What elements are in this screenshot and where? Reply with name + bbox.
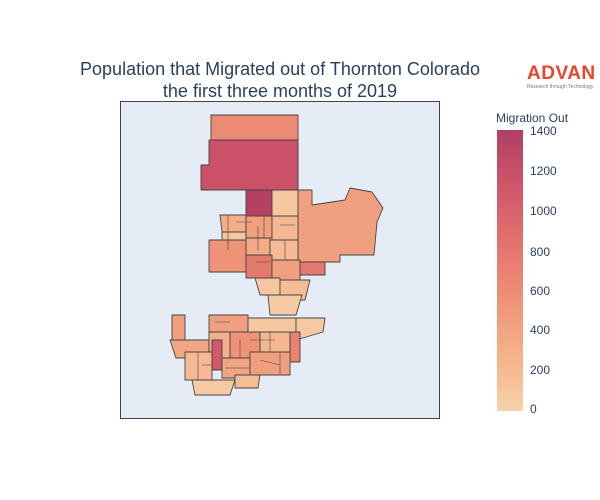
- colorbar-tick-1400: 1400: [530, 124, 557, 138]
- colorbar-tick-400: 400: [530, 323, 551, 337]
- logo-tagline: Research through Technology: [527, 84, 594, 90]
- region: [234, 374, 261, 389]
- region: [184, 351, 213, 381]
- region: [245, 189, 273, 217]
- region: [269, 239, 299, 261]
- region: [254, 277, 281, 296]
- region: [289, 331, 301, 363]
- region-border: [197, 215, 295, 380]
- region: [249, 351, 291, 376]
- region: [259, 331, 291, 353]
- region: [245, 215, 273, 239]
- region: [211, 339, 223, 371]
- colorbar-title: Migration Out: [496, 111, 569, 125]
- colorbar-tick-600: 600: [530, 284, 551, 298]
- colorbar-tick-0: 0: [530, 402, 537, 416]
- region: [191, 379, 236, 396]
- title-line-1: Population that Migrated out of Thornton…: [80, 59, 480, 79]
- region: [297, 261, 326, 276]
- colorbar-tick-800: 800: [530, 245, 551, 259]
- logo-text: ADVAN: [527, 63, 596, 84]
- region: [271, 215, 299, 241]
- colorbar-tick-1200: 1200: [530, 164, 557, 178]
- region: [219, 214, 247, 233]
- colorbar: [497, 130, 523, 411]
- region: [271, 189, 299, 217]
- colorbar-tick-200: 200: [530, 363, 551, 377]
- region: [171, 314, 186, 341]
- advan-logo: ADVAN Research through Technology: [527, 63, 597, 91]
- region: [247, 317, 297, 333]
- region: [297, 187, 384, 263]
- region: [271, 259, 301, 281]
- region: [208, 314, 249, 333]
- region: [245, 254, 273, 279]
- title-line-2: the first three months of 2019: [162, 81, 398, 101]
- region: [208, 239, 247, 273]
- chart-title: Population that Migrated out of Thornton…: [0, 58, 560, 102]
- colorbar-tick-1000: 1000: [530, 204, 557, 218]
- region: [267, 294, 303, 316]
